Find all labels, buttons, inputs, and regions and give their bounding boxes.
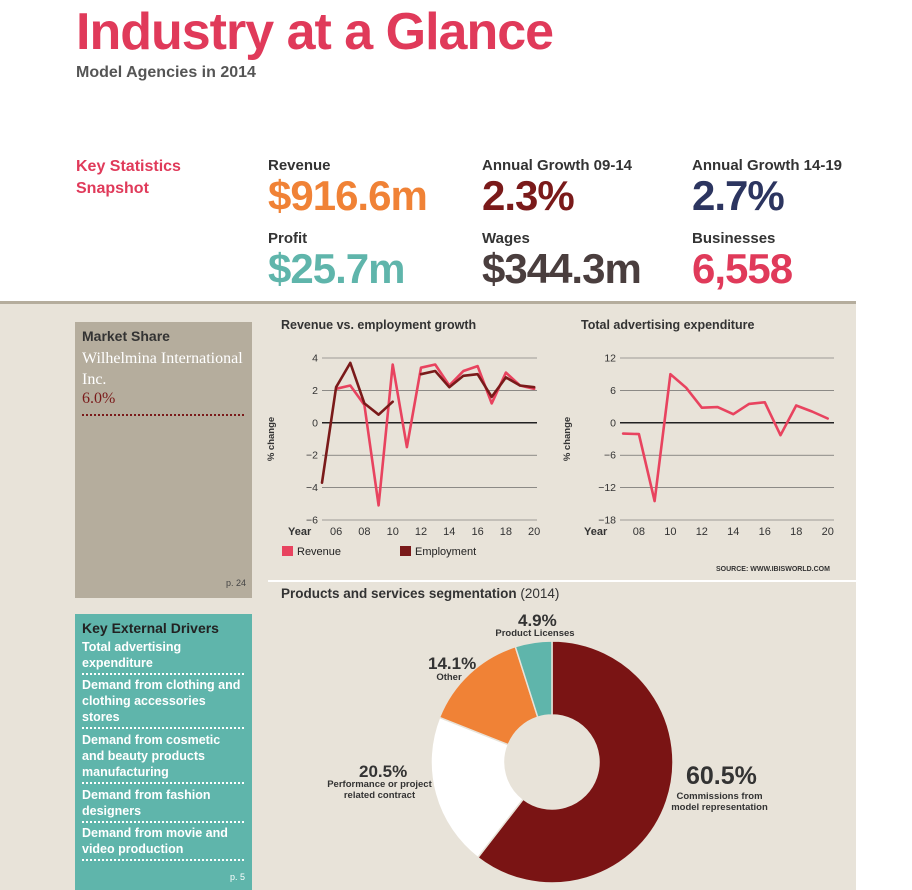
x-axis-label: Year — [584, 526, 608, 538]
driver-item: Total advertising expenditure — [82, 639, 244, 675]
page-subtitle: Model Agencies in 2014 — [76, 64, 256, 81]
wages-value: $344.3m — [482, 245, 642, 292]
slice-label-other: Other — [436, 672, 462, 683]
profit-label: Profit — [268, 230, 308, 247]
wages-label: Wages — [482, 230, 530, 247]
series-line-revenue — [334, 363, 536, 507]
y-tick-label: 0 — [610, 417, 616, 429]
y-tick-label: 4 — [312, 353, 318, 365]
donut-slice-commissions-from-model-representation — [476, 640, 674, 884]
drivers-title: Key External Drivers — [82, 620, 219, 636]
source-note: SOURCE: WWW.IBISWORLD.COM — [716, 566, 830, 573]
driver-item: Demand from fashion designers — [82, 787, 244, 823]
segmentation-donut — [430, 640, 674, 884]
chart2-title: Total advertising expenditure — [581, 318, 755, 332]
segmentation-year: (2014) — [520, 586, 560, 601]
legend-swatch — [282, 546, 293, 556]
page-reference: p. 5 — [230, 872, 246, 882]
y-tick-label: −12 — [598, 482, 616, 494]
donut-slice-performance-or-project-related-contract — [430, 716, 525, 859]
y-tick-label: −6 — [604, 450, 616, 462]
revenue-label: Revenue — [268, 157, 331, 174]
growth-14-19-label: Annual Growth 14-19 — [692, 157, 843, 174]
profit-value: $25.7m — [268, 245, 405, 292]
slice-pct-performance: 20.5% — [359, 762, 408, 781]
x-axis-label: Year — [288, 526, 312, 538]
x-tick-label: 14 — [727, 526, 739, 538]
y-tick-label: −6 — [306, 515, 318, 527]
segmentation-title: Products and services segmentation (2014… — [281, 586, 559, 601]
businesses-label: Businesses — [692, 230, 776, 247]
x-tick-label: 18 — [790, 526, 802, 538]
market-share-percent: 6.0% — [82, 390, 116, 407]
x-tick-label: 16 — [759, 526, 771, 538]
band-divider — [0, 301, 856, 304]
x-tick-label: 12 — [415, 526, 427, 538]
y-tick-label: −18 — [598, 515, 616, 527]
legend-swatch — [400, 546, 411, 556]
section-divider — [268, 580, 856, 582]
x-tick-label: 08 — [633, 526, 645, 538]
dotted-divider — [82, 414, 244, 416]
driver-item: Demand from clothing and clothing access… — [82, 677, 244, 729]
market-share-box — [75, 322, 252, 598]
x-tick-label: 18 — [500, 526, 512, 538]
x-tick-label: 20 — [822, 526, 834, 538]
market-share-company: Wilhelmina International Inc. — [82, 350, 243, 388]
series-line-employment — [320, 361, 536, 484]
x-tick-label: 08 — [358, 526, 370, 538]
x-tick-label: 16 — [471, 526, 483, 538]
drivers-box — [75, 614, 252, 890]
advertising-expenditure-chart: 12 6 0 −6 −12 −18 08 10 12 14 16 18 20 Year % change — [562, 353, 834, 538]
page-reference: p. 24 — [226, 578, 247, 588]
page-title: Industry at a Glance — [76, 3, 554, 61]
x-tick-label: 14 — [443, 526, 455, 538]
slice-pct-product-licenses: 4.9% — [518, 611, 557, 630]
y-tick-label: 12 — [604, 353, 616, 365]
driver-item: Demand from movie and video production — [82, 825, 244, 861]
growth-14-19-value: 2.7% — [692, 172, 785, 219]
driver-item: Demand from cosmetic and beauty products… — [82, 732, 244, 784]
market-share-title: Market Share — [82, 328, 170, 344]
x-tick-label: 10 — [664, 526, 676, 538]
y-tick-label: −4 — [306, 482, 318, 494]
legend-label: Employment — [415, 546, 476, 558]
donut-slice-product-licenses — [514, 640, 553, 719]
y-axis-label: % change — [266, 417, 277, 461]
y-tick-label: 6 — [610, 385, 616, 397]
key-statistics-label: Key Statistics Snapshot — [76, 158, 181, 197]
y-axis-label: % change — [562, 417, 573, 461]
revenue-value: $916.6m — [268, 172, 428, 219]
slice-pct-other: 14.1% — [428, 654, 477, 673]
x-tick-label: 20 — [528, 526, 540, 538]
slice-label-commissions: Commissions from model representation — [671, 791, 768, 813]
businesses-value: 6,558 — [692, 245, 793, 292]
chart1-title: Revenue vs. employment growth — [281, 318, 477, 332]
growth-09-14-value: 2.3% — [482, 172, 575, 219]
y-tick-label: 2 — [312, 385, 318, 397]
x-tick-label: 06 — [330, 526, 342, 538]
legend-label: Revenue — [297, 546, 341, 558]
series-line-total-advertising-expenditure — [621, 372, 829, 503]
slice-pct-commissions: 60.5% — [686, 762, 757, 790]
x-tick-label: 10 — [387, 526, 399, 538]
y-tick-label: −2 — [306, 450, 318, 462]
growth-09-14-label: Annual Growth 09-14 — [482, 157, 633, 174]
y-tick-label: 0 — [312, 417, 318, 429]
segmentation-title-text: Products and services segmentation — [281, 586, 517, 601]
x-tick-label: 12 — [696, 526, 708, 538]
slice-label-product-licenses: Product Licenses — [495, 628, 575, 639]
slice-label-performance: Performance or project related contract — [327, 779, 432, 801]
